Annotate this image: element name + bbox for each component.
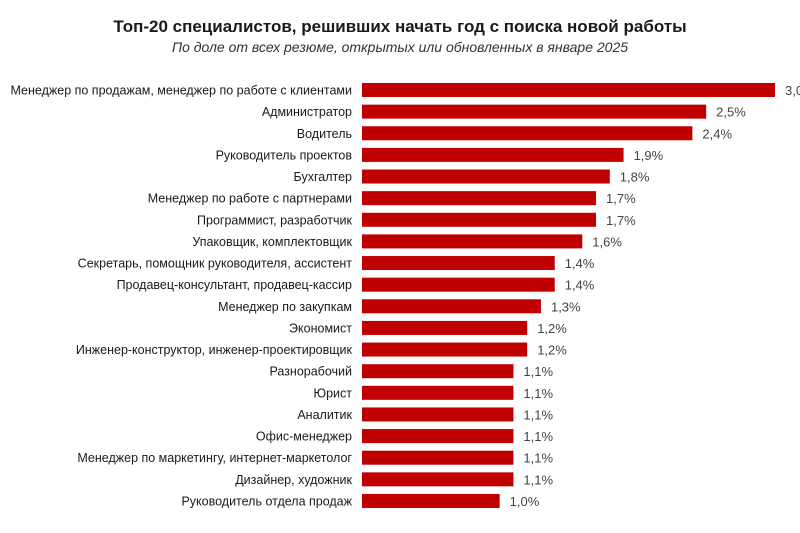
value-label: 1,1%: [523, 451, 553, 466]
category-label: Инженер-конструктор, инженер-проектировщ…: [76, 343, 353, 357]
category-label: Бухгалтер: [294, 170, 352, 184]
value-label: 1,7%: [606, 213, 636, 228]
value-label: 2,4%: [702, 126, 732, 141]
bar: [362, 83, 775, 97]
bar: [362, 342, 528, 357]
value-label: 3,0%: [785, 83, 800, 98]
bars-layer: [362, 83, 775, 508]
bar: [362, 147, 624, 162]
value-label: 1,1%: [523, 386, 553, 401]
value-label: 1,7%: [606, 191, 636, 206]
category-label: Упаковщик, комплектовщик: [192, 235, 352, 249]
category-labels: Менеджер по продажам, менеджер по работе…: [11, 84, 353, 509]
value-label: 1,2%: [537, 321, 567, 336]
bar: [362, 191, 597, 206]
bar: [362, 320, 528, 335]
bar: [362, 407, 514, 422]
category-label: Администратор: [262, 105, 352, 119]
bar: [362, 472, 514, 487]
category-label: Менеджер по закупкам: [218, 300, 352, 314]
category-label: Программист, разработчик: [197, 213, 353, 227]
chart-subtitle: По доле от всех резюме, открытых или обн…: [171, 39, 629, 55]
category-label: Аналитик: [297, 408, 352, 422]
chart-title: Топ-20 специалистов, решивших начать год…: [113, 17, 687, 36]
value-label: 1,3%: [551, 299, 581, 314]
bar: [362, 104, 707, 119]
bar: [362, 169, 610, 184]
bar: [362, 299, 541, 314]
value-labels: 3,0% 2,5% 2,4% 1,9% 1,8% 1,7% 1,7% 1,6% 1,4% 1,4%…: [510, 83, 800, 509]
bar: [362, 450, 514, 465]
value-label: 1,6%: [592, 234, 622, 249]
bar: [362, 212, 597, 227]
bar: [362, 493, 500, 508]
bar: [362, 234, 583, 249]
value-label: 1,1%: [523, 364, 553, 379]
value-label: 1,8%: [620, 170, 650, 185]
category-label: Менеджер по работе с партнерами: [148, 192, 352, 206]
value-label: 1,1%: [523, 429, 553, 444]
category-label: Водитель: [297, 127, 352, 141]
value-label: 1,9%: [634, 148, 664, 163]
bar: [362, 126, 693, 141]
category-label: Экономист: [289, 321, 352, 335]
category-label: Юрист: [313, 386, 352, 400]
bar: [362, 277, 555, 292]
value-label: 1,1%: [523, 472, 553, 487]
category-label: Разнорабочий: [269, 365, 352, 379]
bar: [362, 429, 514, 444]
value-label: 1,4%: [565, 256, 595, 271]
value-label: 1,1%: [523, 407, 553, 422]
bar: [362, 256, 555, 271]
category-label: Офис-менеджер: [256, 430, 352, 444]
bar: [362, 385, 514, 400]
value-label: 1,4%: [565, 278, 595, 293]
bar: [362, 364, 514, 379]
category-label: Менеджер по маркетингу, интернет-маркето…: [77, 451, 352, 465]
value-label: 1,2%: [537, 343, 567, 358]
category-label: Продавец-консультант, продавец-кассир: [117, 278, 352, 292]
value-label: 1,0%: [510, 494, 540, 509]
category-label: Менеджер по продажам, менеджер по работе…: [11, 84, 353, 98]
category-label: Руководитель отдела продаж: [181, 494, 352, 508]
category-label: Секретарь, помощник руководителя, ассист…: [78, 257, 353, 271]
value-label: 2,5%: [716, 105, 746, 120]
category-label: Дизайнер, художник: [235, 473, 352, 487]
category-label: Руководитель проектов: [216, 148, 353, 162]
